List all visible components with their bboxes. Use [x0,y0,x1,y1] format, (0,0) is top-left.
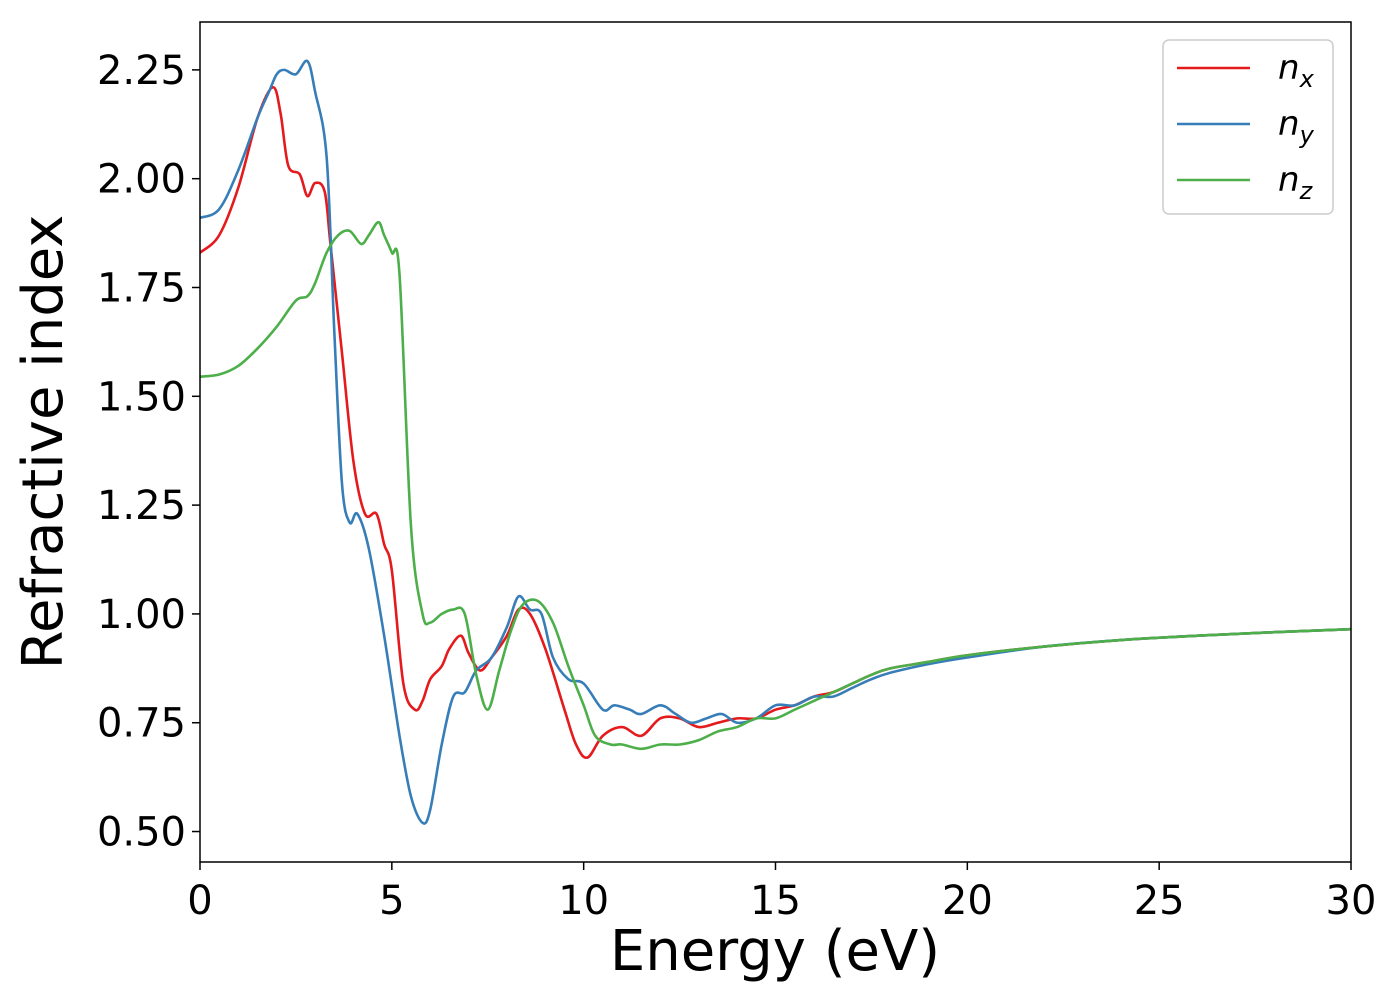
legend: nx ny nz [1162,39,1334,215]
y-tick-label: 1.75 [97,265,186,311]
x-axis-ticks: 0 5 10 15 20 25 30 [187,862,1376,924]
legend-box [1162,39,1334,215]
legend-label-x: nx [1278,48,1315,93]
x-axis-title: Energy (eV) [610,919,940,984]
legend-label-y: ny [1278,104,1315,149]
y-tick-label: 0.50 [97,810,186,856]
y-tick-label: 1.50 [97,374,186,420]
x-tick-label: 30 [1326,878,1377,924]
legend-items: nx ny nz [1177,48,1315,205]
x-tick-label: 20 [942,878,993,924]
x-tick-label: 5 [379,878,404,924]
y-tick-label: 2.00 [97,157,186,203]
x-tick-label: 15 [750,878,801,924]
legend-label-z: nz [1278,160,1314,205]
x-tick-label: 0 [187,878,212,924]
y-axis-ticks: 0.50 0.75 1.00 1.25 1.50 1.75 2.00 2.25 [97,48,200,856]
series-line-y [200,59,1351,825]
series-line-z [200,220,1351,751]
x-tick-label: 10 [558,878,609,924]
y-tick-label: 0.75 [97,701,186,747]
y-tick-label: 2.25 [97,48,186,94]
y-tick-label: 1.25 [97,483,186,529]
series-layer [200,59,1351,825]
x-tick-label: 25 [1134,878,1185,924]
y-tick-label: 1.00 [97,592,186,638]
y-axis-title: Refractive index [11,215,76,670]
